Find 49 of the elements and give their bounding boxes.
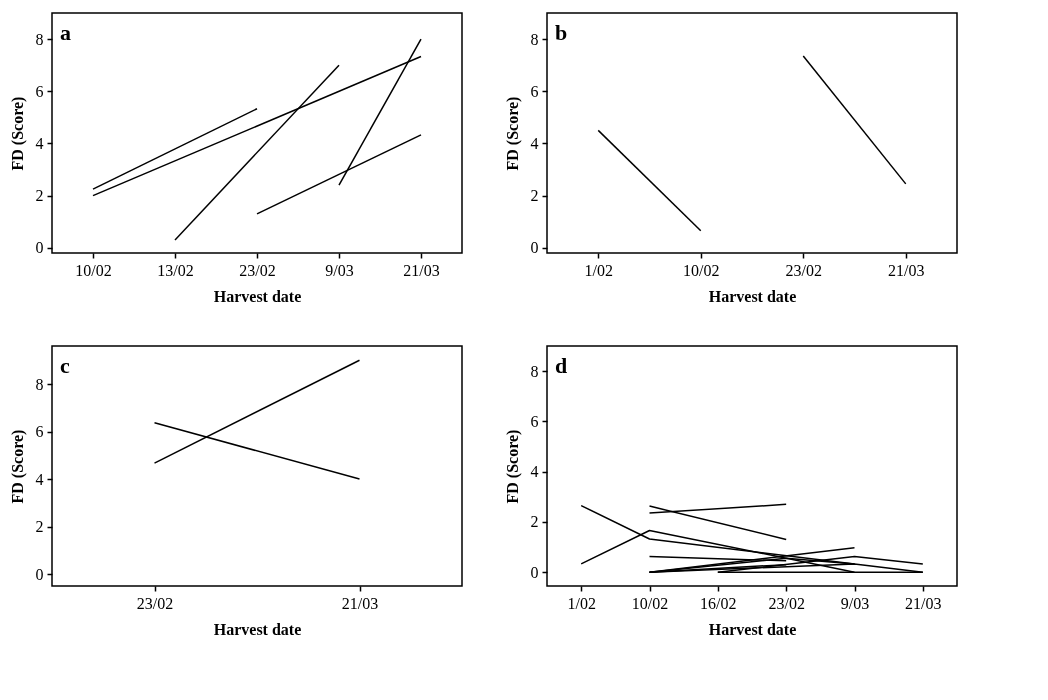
x-tick-label: 13/02	[157, 261, 194, 279]
x-axis-title: Harvest date	[708, 287, 797, 305]
x-tick-label: 1/02	[584, 261, 613, 279]
x-tick-label: 21/03	[905, 594, 942, 612]
x-axis-title: Harvest date	[708, 620, 797, 638]
x-tick-label: 9/03	[840, 594, 870, 612]
x-tick-label: 23/02	[239, 261, 276, 279]
y-tick-label: 8	[530, 362, 539, 380]
annotation: b	[555, 20, 568, 45]
y-axis-title: FD (Score)	[8, 429, 27, 504]
x-tick-label: 23/02	[136, 594, 174, 612]
annotation: a	[60, 20, 71, 45]
y-tick-label: 0	[530, 239, 539, 257]
y-tick-label: 4	[35, 134, 44, 152]
annotation: c	[60, 353, 70, 378]
y-tick-label: 6	[35, 423, 44, 441]
x-tick-label: 9/03	[325, 261, 354, 279]
y-tick-label: 0	[35, 239, 44, 257]
x-tick-label: 21/03	[888, 261, 925, 279]
x-axis-title: Harvest date	[213, 620, 302, 638]
y-tick-label: 2	[530, 513, 539, 531]
y-tick-label: 2	[35, 187, 44, 205]
y-tick-label: 2	[35, 518, 44, 536]
x-tick-label: 10/02	[631, 594, 669, 612]
y-tick-label: 6	[530, 82, 539, 100]
y-axis-title: FD (Score)	[503, 429, 522, 504]
y-tick-label: 6	[35, 82, 44, 100]
x-tick-label: 16/02	[700, 594, 737, 612]
x-tick-label: 23/02	[785, 261, 822, 279]
x-axis-title: Harvest date	[213, 287, 302, 305]
y-tick-label: 6	[530, 412, 539, 430]
x-tick-label: 23/02	[768, 594, 805, 612]
x-tick-label: 21/03	[403, 261, 440, 279]
annotation: d	[555, 353, 568, 378]
y-tick-label: 2	[530, 187, 539, 205]
y-axis-title: FD (Score)	[8, 96, 27, 171]
y-tick-label: 8	[35, 375, 44, 393]
y-tick-label: 8	[530, 30, 539, 48]
y-tick-label: 0	[530, 563, 539, 581]
y-tick-label: 4	[35, 470, 44, 488]
y-tick-label: 4	[530, 134, 539, 152]
y-axis-title: FD (Score)	[503, 96, 522, 171]
x-tick-label: 1/02	[567, 594, 596, 612]
x-tick-label: 10/02	[75, 261, 112, 279]
x-tick-label: 10/02	[683, 261, 720, 279]
y-tick-label: 0	[35, 565, 44, 583]
y-tick-label: 4	[530, 463, 539, 481]
x-tick-label: 21/03	[341, 594, 379, 612]
y-tick-label: 8	[35, 30, 44, 48]
